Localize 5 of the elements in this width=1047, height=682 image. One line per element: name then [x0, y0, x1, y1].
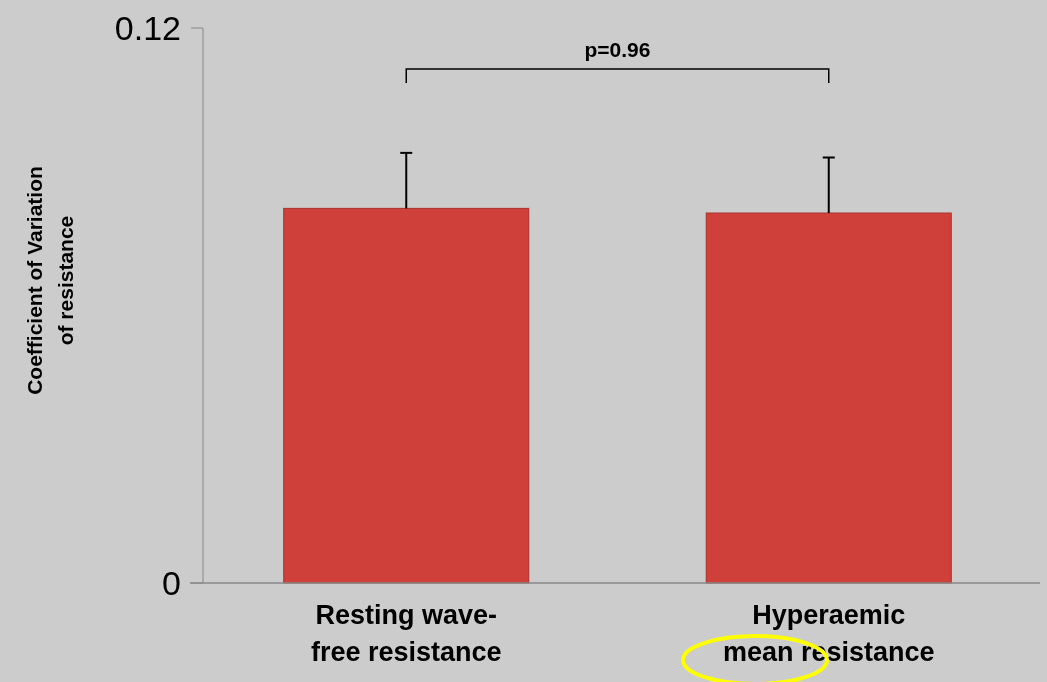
- y-tick-label: 0: [162, 563, 181, 602]
- y-axis-title: Coefficient of Variation of resistance: [23, 166, 77, 395]
- y-tick-label: 0.12: [114, 8, 181, 47]
- annotation: p=0.96: [584, 38, 651, 61]
- x-tick-label: Resting wave-free resistance: [310, 600, 502, 667]
